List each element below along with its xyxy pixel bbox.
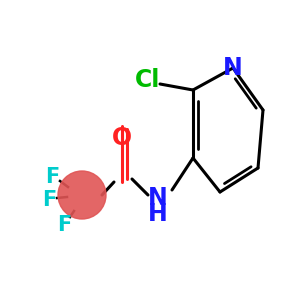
Text: N: N bbox=[148, 186, 168, 210]
Text: F: F bbox=[45, 167, 59, 187]
Text: Cl: Cl bbox=[135, 68, 161, 92]
Text: N: N bbox=[223, 56, 243, 80]
Circle shape bbox=[58, 171, 106, 219]
Text: F: F bbox=[57, 215, 71, 235]
Text: H: H bbox=[148, 202, 168, 226]
Text: F: F bbox=[42, 190, 56, 210]
Text: O: O bbox=[112, 126, 132, 150]
